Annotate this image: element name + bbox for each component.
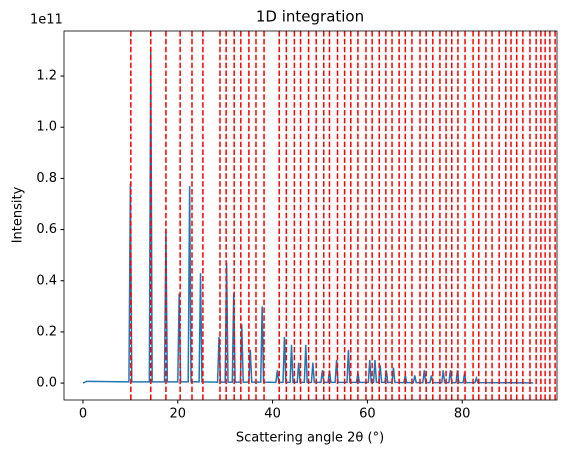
x-tick-label: 40 bbox=[264, 407, 281, 422]
y-tick-label: 0.2 bbox=[36, 324, 57, 339]
y-tick-label: 1.0 bbox=[36, 120, 57, 135]
y-axis-label: Intensity bbox=[11, 186, 26, 243]
y-tick-label: 0.0 bbox=[36, 376, 57, 391]
x-tick-label: 60 bbox=[359, 407, 376, 422]
x-tick-label: 80 bbox=[454, 407, 471, 422]
y-offset-label: 1e11 bbox=[30, 13, 63, 28]
x-tick-label: 20 bbox=[169, 407, 186, 422]
y-tick-label: 1.2 bbox=[36, 69, 57, 84]
y-tick-label: 0.6 bbox=[36, 222, 57, 237]
plot-frame bbox=[63, 30, 558, 401]
y-tick-label: 0.8 bbox=[36, 171, 57, 186]
x-axis-label: Scattering angle 2θ (°) bbox=[236, 431, 384, 446]
y-tick-label: 0.4 bbox=[36, 273, 57, 288]
chart-title: 1D integration bbox=[256, 8, 364, 26]
x-tick-label: 0 bbox=[79, 407, 87, 422]
